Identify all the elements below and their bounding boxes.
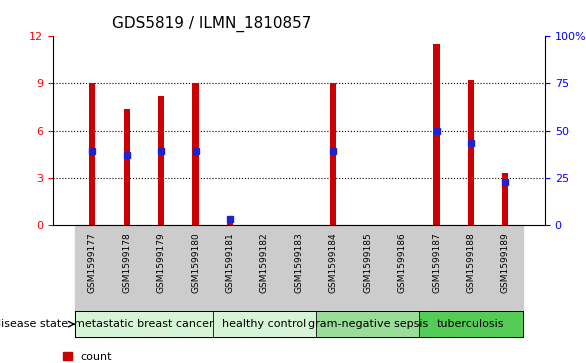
FancyBboxPatch shape	[75, 225, 110, 337]
FancyBboxPatch shape	[488, 225, 523, 337]
Bar	[330, 83, 336, 225]
Text: gram-negative sepsis: gram-negative sepsis	[308, 319, 428, 329]
Bar	[434, 44, 440, 225]
Bar	[227, 216, 233, 225]
FancyBboxPatch shape	[316, 311, 420, 337]
FancyBboxPatch shape	[144, 225, 178, 337]
FancyBboxPatch shape	[420, 311, 523, 337]
Bar	[192, 83, 199, 225]
FancyBboxPatch shape	[454, 225, 488, 337]
Bar	[158, 96, 164, 225]
Text: metastatic breast cancer: metastatic breast cancer	[74, 319, 214, 329]
FancyBboxPatch shape	[247, 225, 282, 337]
Bar	[89, 83, 96, 225]
Text: healthy control: healthy control	[222, 319, 306, 329]
Legend: count, percentile rank within the sample: count, percentile rank within the sample	[58, 347, 273, 363]
Text: tuberculosis: tuberculosis	[437, 319, 505, 329]
FancyBboxPatch shape	[75, 311, 213, 337]
FancyBboxPatch shape	[420, 225, 454, 337]
FancyBboxPatch shape	[213, 225, 247, 337]
FancyBboxPatch shape	[282, 225, 316, 337]
Bar	[124, 110, 130, 225]
Text: GDS5819 / ILMN_1810857: GDS5819 / ILMN_1810857	[112, 16, 311, 32]
FancyBboxPatch shape	[350, 225, 385, 337]
Bar	[502, 173, 509, 225]
FancyBboxPatch shape	[316, 225, 350, 337]
FancyBboxPatch shape	[385, 225, 420, 337]
FancyBboxPatch shape	[110, 225, 144, 337]
FancyBboxPatch shape	[213, 311, 316, 337]
Text: disease state: disease state	[0, 319, 68, 329]
Bar	[468, 80, 474, 225]
FancyBboxPatch shape	[178, 225, 213, 337]
